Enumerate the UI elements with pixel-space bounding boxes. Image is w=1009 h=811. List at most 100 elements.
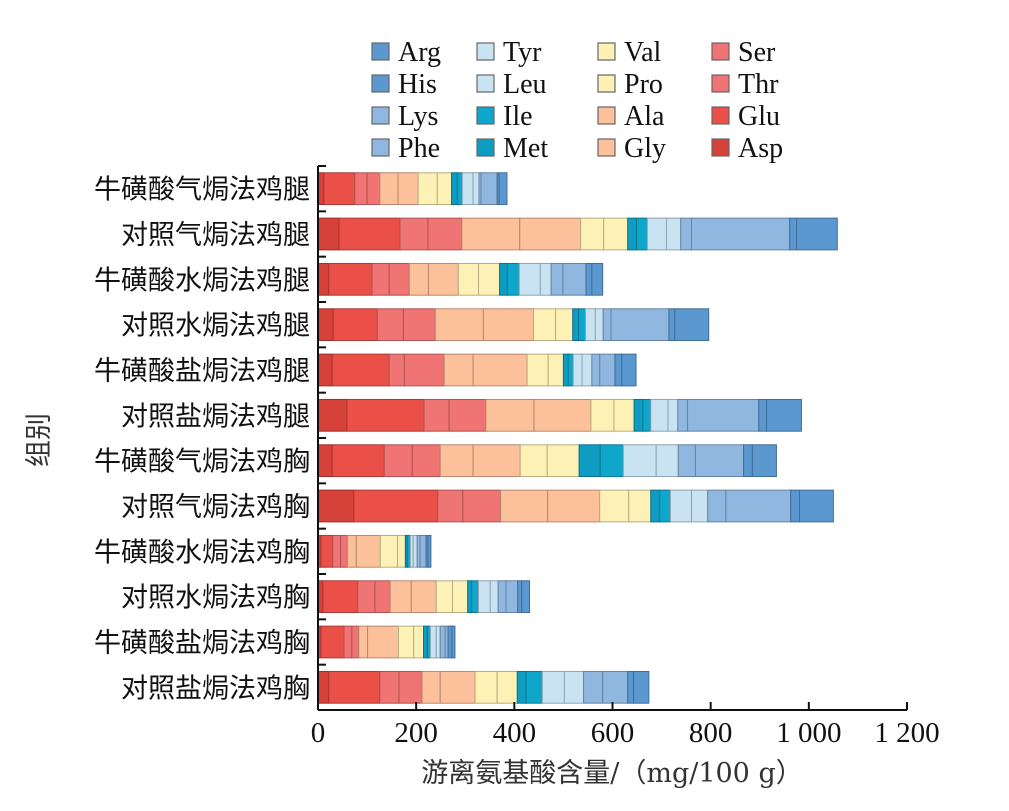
bar-segment-his [743,444,753,478]
bar-segment-gly [358,625,369,659]
legend-label: Pro [624,69,663,100]
bar-segment-tyr [472,172,480,206]
bar-segment-gly [434,308,484,342]
bar-segment-pro [519,444,548,478]
y-tick-label: 牛磺酸水焗法鸡胸 [94,537,310,568]
bar-segment-val [613,398,635,432]
bar-segment-val [436,172,453,206]
bar-segment-leu [478,580,491,614]
bar-segment-tyr [667,398,679,432]
bar-segment-ala [427,262,459,296]
bar-segment-met [467,580,473,614]
bar-segment-pro [417,172,438,206]
bar-segment-glu [332,308,378,342]
legend-item-asp: Asp [711,133,783,164]
bars-group [317,172,838,704]
bar-segment-met [562,353,569,387]
legend-item-gly: Gly [597,133,666,164]
bar-segment-gly [439,444,474,478]
bar-segment-phe [591,353,601,387]
bar-segment-ala [472,444,521,478]
bar-segment-leu [572,353,583,387]
x-tick-label: 400 [493,717,537,749]
bar-segment-tyr [489,580,499,614]
bar-segment-phe [497,580,507,614]
bar-segment-tyr [581,353,593,387]
y-tick-label: 对照水焗法鸡腿 [121,311,310,342]
bar-segment-thr [343,625,353,659]
bar-segment-arg [766,398,802,432]
bar-segment-his [614,353,623,387]
legend-swatch [371,42,390,61]
bar-segment-his [789,217,798,251]
legend-label: Leu [503,69,547,100]
bar-segment-ser [403,353,445,387]
bar-segment-his [585,262,593,296]
bar-segment-glu [338,217,401,251]
bar-segment-phe [550,262,564,296]
x-tick-label: 1 000 [776,717,841,749]
bar-segment-ser [427,217,463,251]
legend-swatch [597,106,616,125]
y-tick-label: 对照气焗法鸡胸 [121,492,310,523]
bar-segment-ile [659,489,671,523]
bar-row [317,489,834,523]
legend-item-glu: Glu [711,101,780,132]
bar-segment-leu [650,398,669,432]
bar-segment-arg [751,444,777,478]
legend-swatch [711,42,730,61]
bar-segment-ser [388,262,410,296]
x-ticks: 0 200 400 600 800 1 000 1 200 [311,702,940,749]
bar-segment-thr [371,262,390,296]
bar-segment-gly [461,217,521,251]
legend-swatch [476,42,495,61]
bar-segment-tyr [539,262,552,296]
bar-segment-asp [317,353,333,387]
bar-segment-his [627,670,635,704]
bar-segment-glu [320,534,334,568]
legend-item-tyr: Tyr [476,37,542,68]
bar-segment-gly [485,398,535,432]
legend-item-phe: Phe [371,133,440,164]
bar-segment-ala [367,625,399,659]
bar-segment-glu [320,625,345,659]
bar-segment-lys [599,353,616,387]
y-tick-label: 牛磺酸盐焗法鸡胸 [94,628,310,659]
bar-segment-gly [379,172,399,206]
bar-segment-thr [357,580,376,614]
legend-item-lys: Lys [371,101,438,132]
bar-segment-ser [351,625,360,659]
bar-segment-arg [591,262,604,296]
bar-segment-val [413,625,425,659]
legend-item-ala: Ala [597,101,665,132]
bar-segment-ile [636,217,648,251]
bar-segment-arg [427,534,432,568]
legend-label: Thr [738,69,779,100]
legend-item-leu: Leu [476,69,547,100]
bar-segment-arg [498,172,508,206]
legend-label: Tyr [503,37,542,68]
legend-label: Ala [624,101,665,132]
bar-segment-gly [500,489,549,523]
bar-segment-met [633,398,644,432]
bar-segment-met [499,262,508,296]
x-tick-label: 600 [591,717,635,749]
bar-segment-met [578,444,601,478]
bar-segment-thr [376,308,404,342]
bar-segment-phe [583,670,604,704]
bar-segment-his [447,625,453,659]
x-tick-label: 200 [394,717,438,749]
bar-segment-ala [519,217,582,251]
bar-segment-arg [451,625,456,659]
bar-segment-thr [354,172,368,206]
bar-segment-lys [725,489,792,523]
bar-segment-pro [474,670,498,704]
bar-segment-gly [389,580,412,614]
bar-segment-ile [506,262,520,296]
bar-segment-phe [707,489,727,523]
legend-item-arg: Arg [371,37,441,68]
bar-row [317,398,802,432]
bar-segment-ser [340,534,348,568]
legend-label: Phe [398,133,440,164]
x-tick-label: 800 [689,717,733,749]
